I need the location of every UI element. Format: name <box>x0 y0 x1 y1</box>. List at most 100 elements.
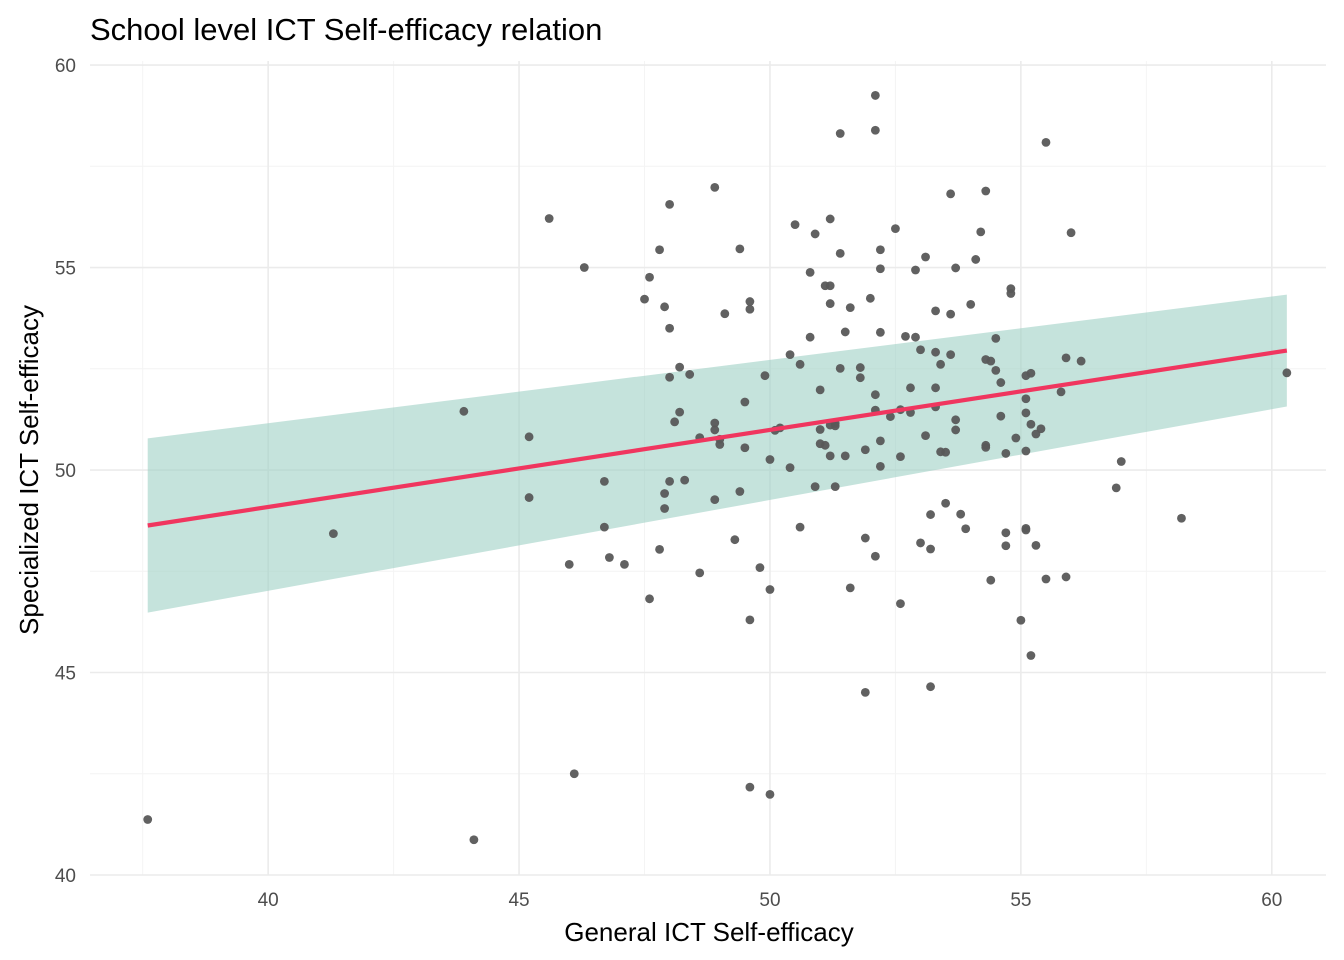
data-point <box>665 372 675 382</box>
data-point <box>986 575 996 585</box>
data-point <box>1011 433 1021 443</box>
data-point <box>941 447 951 457</box>
confidence-ribbon <box>147 294 1287 613</box>
data-point <box>599 476 609 486</box>
data-point <box>1021 446 1031 456</box>
data-point <box>815 425 825 434</box>
data-point <box>981 442 991 452</box>
data-point <box>1021 394 1031 404</box>
data-point <box>604 553 614 562</box>
data-point <box>855 363 865 372</box>
data-point <box>991 366 1001 375</box>
data-point <box>544 214 554 223</box>
data-point <box>845 303 855 313</box>
data-point <box>931 347 940 357</box>
data-point <box>911 332 920 342</box>
y-tick-label: 50 <box>55 461 76 482</box>
data-point <box>579 263 589 272</box>
data-point <box>735 244 745 254</box>
data-point <box>931 306 940 316</box>
data-point <box>469 835 479 845</box>
data-point <box>675 407 685 417</box>
data-point <box>1041 138 1051 147</box>
data-point <box>825 451 835 461</box>
regression-line <box>147 348 1288 528</box>
data-point <box>1111 483 1121 493</box>
data-point <box>936 359 945 369</box>
data-point <box>855 373 865 383</box>
y-tick-labels: 40 45 50 55 60 <box>55 56 76 887</box>
data-point <box>1016 615 1026 625</box>
data-point <box>926 682 935 692</box>
data-point <box>875 436 885 446</box>
data-point <box>1001 528 1011 538</box>
data-point <box>645 594 654 604</box>
data-point <box>996 411 1006 421</box>
data-point <box>599 522 609 532</box>
data-point <box>1006 284 1016 293</box>
x-tick-label: 60 <box>1261 890 1282 911</box>
data-point <box>740 443 750 453</box>
data-point <box>870 551 880 561</box>
data-point <box>710 182 720 192</box>
data-point <box>886 412 895 421</box>
data-point <box>665 323 675 333</box>
data-point <box>891 224 900 234</box>
data-point <box>655 245 664 255</box>
data-point <box>790 220 800 230</box>
data-point <box>660 302 669 312</box>
data-point <box>986 356 996 366</box>
data-point <box>870 125 880 135</box>
data-point <box>1031 540 1041 550</box>
data-point <box>870 390 880 400</box>
data-point <box>865 293 875 303</box>
x-tick-label: 40 <box>258 890 279 911</box>
data-point <box>730 535 740 545</box>
data-point <box>765 585 775 594</box>
data-point <box>655 545 664 554</box>
data-point <box>1036 424 1046 434</box>
data-point <box>680 475 690 485</box>
data-point <box>660 504 669 513</box>
data-point <box>991 334 1001 343</box>
data-point <box>1001 449 1011 458</box>
x-tick-label: 50 <box>759 890 780 911</box>
data-point <box>946 309 956 319</box>
data-point <box>946 350 956 360</box>
x-tick-labels: 40 45 50 55 60 <box>258 890 1283 911</box>
data-point <box>745 297 755 306</box>
data-point <box>901 331 910 341</box>
y-tick-label: 55 <box>55 259 76 280</box>
data-point <box>951 425 961 435</box>
data-point <box>524 432 534 442</box>
data-point <box>795 522 805 532</box>
data-point <box>710 418 720 428</box>
data-point <box>931 383 940 393</box>
data-point <box>860 445 870 455</box>
data-point <box>835 363 845 373</box>
data-point <box>840 451 850 461</box>
data-point <box>740 397 750 407</box>
data-point <box>870 91 880 100</box>
data-point <box>1021 408 1031 418</box>
data-point <box>755 563 765 573</box>
data-point <box>328 529 338 539</box>
data-point <box>645 272 654 282</box>
y-tick-label: 45 <box>55 664 76 685</box>
data-point <box>564 559 574 569</box>
data-point <box>1061 572 1071 582</box>
data-point <box>1026 419 1036 429</box>
data-point <box>720 309 730 319</box>
data-point <box>665 476 675 486</box>
data-point <box>620 559 629 569</box>
data-point <box>916 538 925 548</box>
data-point <box>825 281 835 291</box>
data-point <box>835 248 845 258</box>
y-tick-label: 40 <box>55 866 76 887</box>
data-point <box>569 769 579 779</box>
data-point <box>951 263 961 273</box>
data-point <box>805 332 815 342</box>
data-point <box>1282 368 1292 378</box>
data-point <box>810 229 820 239</box>
